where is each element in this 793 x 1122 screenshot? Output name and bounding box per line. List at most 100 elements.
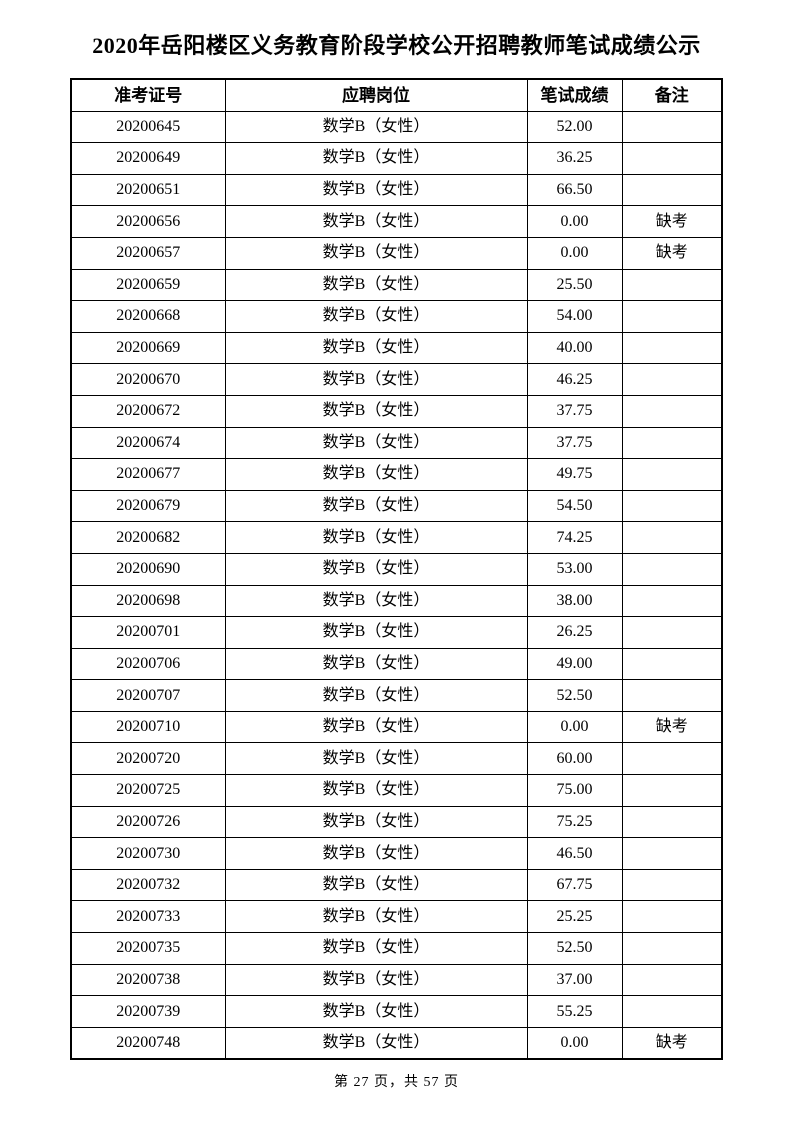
- cell-post: 数学B（女性）: [224, 426, 528, 460]
- cell-post: 数学B（女性）: [224, 679, 528, 712]
- table-row: 20200679 数学B（女性） 54.50: [70, 489, 723, 523]
- cell-note: [621, 742, 723, 776]
- cell-post: 数学B（女性）: [224, 584, 528, 618]
- cell-post: 数学B（女性）: [224, 521, 528, 554]
- cell-score: 60.00: [526, 742, 623, 776]
- cell-note: [621, 142, 723, 175]
- cell-ticket-number: 20200659: [70, 268, 226, 302]
- cell-score: 67.75: [526, 868, 623, 902]
- cell-score: 74.25: [526, 521, 623, 554]
- cell-ticket-number: 20200656: [70, 205, 226, 238]
- table-row: 20200677 数学B（女性） 49.75: [70, 458, 723, 491]
- table-row: 20200682 数学B（女性） 74.25: [70, 521, 723, 554]
- cell-note: [621, 584, 723, 618]
- cell-post: 数学B（女性）: [224, 742, 528, 776]
- cell-note: [621, 458, 723, 491]
- cell-score: 75.00: [526, 774, 623, 807]
- cell-ticket-number: 20200732: [70, 868, 226, 902]
- cell-note: 缺考: [621, 236, 723, 270]
- table-row: 20200659 数学B（女性） 25.50: [70, 268, 723, 302]
- results-table-header: 准考证号 应聘岗位 笔试成绩 备注: [70, 78, 723, 112]
- table-row: 20200649 数学B（女性） 36.25: [70, 142, 723, 175]
- cell-post: 数学B（女性）: [224, 205, 528, 238]
- cell-note: [621, 552, 723, 586]
- table-row: 20200732 数学B（女性） 67.75: [70, 868, 723, 902]
- table-row: 20200670 数学B（女性） 46.25: [70, 363, 723, 396]
- cell-post: 数学B（女性）: [224, 963, 528, 997]
- cell-score: 49.00: [526, 647, 623, 681]
- cell-note: [621, 837, 723, 870]
- cell-ticket-number: 20200649: [70, 142, 226, 175]
- table-row: 20200674 数学B（女性） 37.75: [70, 426, 723, 460]
- cell-ticket-number: 20200738: [70, 963, 226, 997]
- cell-ticket-number: 20200720: [70, 742, 226, 776]
- cell-score: 49.75: [526, 458, 623, 491]
- cell-ticket-number: 20200674: [70, 426, 226, 460]
- results-table-body: 20200645 数学B（女性） 52.00 20200649 数学B（女性） 36.25…: [70, 110, 723, 1060]
- cell-score: 46.50: [526, 837, 623, 870]
- table-row: 20200669 数学B（女性） 40.00: [70, 331, 723, 365]
- cell-post: 数学B（女性）: [224, 774, 528, 807]
- cell-score: 25.50: [526, 268, 623, 302]
- cell-ticket-number: 20200690: [70, 552, 226, 586]
- cell-post: 数学B（女性）: [224, 363, 528, 396]
- cell-score: 25.25: [526, 900, 623, 934]
- cell-score: 0.00: [526, 236, 623, 270]
- cell-note: [621, 868, 723, 902]
- cell-note: [621, 394, 723, 428]
- cell-score: 54.00: [526, 300, 623, 333]
- cell-score: 46.25: [526, 363, 623, 396]
- cell-score: 40.00: [526, 331, 623, 365]
- cell-score: 37.00: [526, 963, 623, 997]
- cell-score: 37.75: [526, 426, 623, 460]
- cell-note: [621, 489, 723, 523]
- cell-note: [621, 774, 723, 807]
- cell-ticket-number: 20200672: [70, 394, 226, 428]
- page-title: 2020年岳阳楼区义务教育阶段学校公开招聘教师笔试成绩公示: [92, 33, 701, 58]
- column-header-score: 笔试成绩: [526, 78, 623, 112]
- cell-post: 数学B（女性）: [224, 142, 528, 175]
- cell-note: [621, 805, 723, 839]
- table-row: 20200701 数学B（女性） 26.25: [70, 616, 723, 649]
- cell-ticket-number: 20200725: [70, 774, 226, 807]
- table-row: 20200707 数学B（女性） 52.50: [70, 679, 723, 712]
- cell-note: 缺考: [621, 205, 723, 238]
- cell-note: [621, 932, 723, 965]
- cell-score: 52.50: [526, 932, 623, 965]
- cell-ticket-number: 20200726: [70, 805, 226, 839]
- cell-post: 数学B（女性）: [224, 458, 528, 491]
- cell-post: 数学B（女性）: [224, 647, 528, 681]
- cell-note: 缺考: [621, 1026, 723, 1060]
- column-header-ticket-number: 准考证号: [70, 78, 226, 112]
- cell-score: 75.25: [526, 805, 623, 839]
- cell-score: 36.25: [526, 142, 623, 175]
- cell-ticket-number: 20200748: [70, 1026, 226, 1060]
- table-row: 20200739 数学B（女性） 55.25: [70, 995, 723, 1028]
- cell-post: 数学B（女性）: [224, 300, 528, 333]
- column-header-position: 应聘岗位: [224, 78, 528, 112]
- cell-post: 数学B（女性）: [224, 805, 528, 839]
- cell-ticket-number: 20200733: [70, 900, 226, 934]
- cell-post: 数学B（女性）: [224, 932, 528, 965]
- table-row: 20200725 数学B（女性） 75.00: [70, 774, 723, 807]
- cell-ticket-number: 20200706: [70, 647, 226, 681]
- cell-note: [621, 995, 723, 1028]
- cell-post: 数学B（女性）: [224, 837, 528, 870]
- cell-ticket-number: 20200645: [70, 110, 226, 144]
- cell-post: 数学B（女性）: [224, 1026, 528, 1060]
- table-row: 20200733 数学B（女性） 25.25: [70, 900, 723, 934]
- cell-post: 数学B（女性）: [224, 331, 528, 365]
- cell-ticket-number: 20200735: [70, 932, 226, 965]
- cell-ticket-number: 20200707: [70, 679, 226, 712]
- cell-note: [621, 900, 723, 934]
- cell-score: 53.00: [526, 552, 623, 586]
- cell-ticket-number: 20200668: [70, 300, 226, 333]
- cell-score: 54.50: [526, 489, 623, 523]
- column-header-note: 备注: [621, 78, 723, 112]
- table-row: 20200706 数学B（女性） 49.00: [70, 647, 723, 681]
- cell-ticket-number: 20200679: [70, 489, 226, 523]
- results-table: 准考证号 应聘岗位 笔试成绩 备注 20200645 数学B（女性） 52.00 20…: [70, 78, 723, 1061]
- cell-ticket-number: 20200739: [70, 995, 226, 1028]
- cell-post: 数学B（女性）: [224, 236, 528, 270]
